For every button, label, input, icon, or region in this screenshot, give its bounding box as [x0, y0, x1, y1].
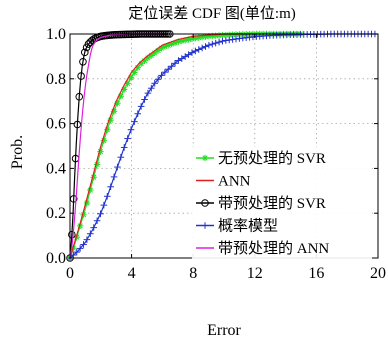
- legend-item: 带预处理的 ANN: [196, 240, 329, 257]
- series-marker: [79, 57, 87, 66]
- series-marker: [154, 76, 162, 83]
- legend-item: ANN: [196, 174, 251, 190]
- series-marker: [70, 251, 77, 259]
- y-tick-label: 0.4: [46, 160, 66, 177]
- legend-label: 概率模型: [218, 218, 278, 235]
- legend-marker: [201, 222, 209, 229]
- series-marker: [188, 49, 196, 56]
- legend-item: 带预处理的 SVR: [196, 195, 326, 212]
- series-line: [69, 33, 163, 259]
- series-marker: [97, 210, 104, 218]
- series-marker: [117, 153, 125, 161]
- series-marker: [195, 46, 203, 53]
- legend-label: 无预处理的 SVR: [218, 150, 326, 167]
- series-marker: [83, 236, 91, 243]
- x-tick-label: 12: [247, 265, 263, 282]
- series-marker: [90, 224, 98, 231]
- series-marker: [168, 62, 175, 70]
- series-marker: [80, 241, 87, 248]
- series-3: [66, 30, 174, 262]
- legend-label: 带预处理的 SVR: [218, 195, 326, 212]
- series-marker: [192, 47, 199, 55]
- series-marker: [212, 39, 219, 47]
- x-tick-label: 4: [128, 265, 136, 282]
- tick-layer: 0 4 8 12 16 20 0.0 0.2 0.4 0.6 0.8 1.0: [46, 26, 386, 282]
- series-marker: [198, 44, 206, 52]
- series-marker: [148, 84, 155, 92]
- series-marker: [208, 40, 216, 48]
- series-marker: [137, 103, 145, 110]
- legend-background: [192, 147, 372, 262]
- series-marker: [131, 118, 138, 125]
- series-marker: [93, 217, 101, 225]
- y-tick-label: 0.8: [46, 71, 66, 88]
- series-marker: [141, 96, 148, 103]
- series-marker: [107, 116, 114, 124]
- series-marker: [76, 245, 84, 252]
- series-line: [69, 33, 255, 259]
- series-marker: [171, 59, 179, 67]
- y-tick-label: 0.6: [46, 116, 66, 133]
- series-marker: [124, 135, 131, 142]
- series-marker: [68, 230, 76, 239]
- series-marker: [219, 37, 226, 45]
- series-marker: [75, 92, 84, 101]
- series-marker: [131, 69, 138, 76]
- series-marker: [87, 230, 94, 238]
- series-marker: [151, 79, 158, 87]
- series-marker: [178, 55, 186, 62]
- series-marker: [164, 65, 172, 73]
- series-marker: [77, 72, 85, 80]
- series-marker: [205, 41, 213, 49]
- legend-label: 带预处理的 ANN: [218, 240, 329, 257]
- x-tick-label: 16: [308, 265, 324, 282]
- y-tick-label: 0.2: [46, 205, 66, 222]
- series-marker: [110, 173, 118, 181]
- series-marker: [107, 183, 114, 191]
- x-tick-label: 0: [66, 265, 74, 282]
- series-marker: [127, 126, 135, 133]
- legend-item: 概率模型: [196, 218, 278, 235]
- series-marker: [120, 144, 128, 151]
- legend-label: ANN: [218, 174, 251, 190]
- legend-marker: [201, 154, 209, 162]
- series-marker: [215, 38, 223, 46]
- series-marker: [73, 120, 82, 129]
- series-marker: [158, 72, 165, 79]
- series-marker: [80, 48, 89, 57]
- chart-title: 定位误差 CDF 图(单位:m): [128, 5, 296, 22]
- series-marker: [202, 43, 209, 50]
- x-axis-label: Error: [207, 322, 241, 339]
- series-marker: [175, 57, 182, 64]
- series-marker: [161, 68, 169, 76]
- series-marker: [185, 51, 192, 58]
- x-tick-label: 8: [189, 265, 197, 282]
- series-marker: [114, 163, 121, 171]
- series-marker: [100, 201, 108, 209]
- series-5: [69, 33, 163, 259]
- y-tick-label: 0.0: [46, 250, 66, 267]
- x-tick-label: 20: [370, 265, 386, 282]
- series-marker: [73, 248, 81, 256]
- series-line: [69, 33, 171, 259]
- series-2: [69, 33, 255, 259]
- series-marker: [103, 192, 111, 200]
- legend-item: 无预处理的 SVR: [196, 150, 326, 167]
- series-marker: [134, 110, 142, 118]
- y-axis-label: Prob.: [9, 135, 26, 169]
- legend-marker: [201, 199, 209, 207]
- series-marker: [144, 89, 152, 97]
- series-marker: [181, 53, 189, 60]
- y-tick-label: 1.0: [46, 26, 66, 43]
